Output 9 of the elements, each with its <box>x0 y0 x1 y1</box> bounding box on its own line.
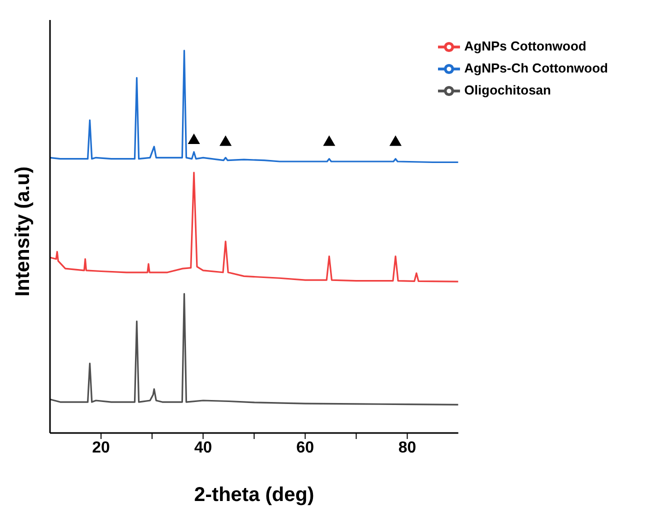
x-axis-title: 2-theta (deg) <box>194 484 314 506</box>
legend-label: AgNPs-Ch Cottonwood <box>464 60 608 76</box>
y-axis-title: Intensity (a.u) <box>12 166 34 296</box>
x-tick-label: 40 <box>194 439 212 456</box>
x-tick-label: 80 <box>398 439 416 456</box>
legend-label: Oligochitosan <box>464 82 551 98</box>
legend-label: AgNPs Cottonwood <box>464 38 586 54</box>
x-tick-label: 60 <box>296 439 314 456</box>
x-tick-label: 20 <box>92 439 110 456</box>
